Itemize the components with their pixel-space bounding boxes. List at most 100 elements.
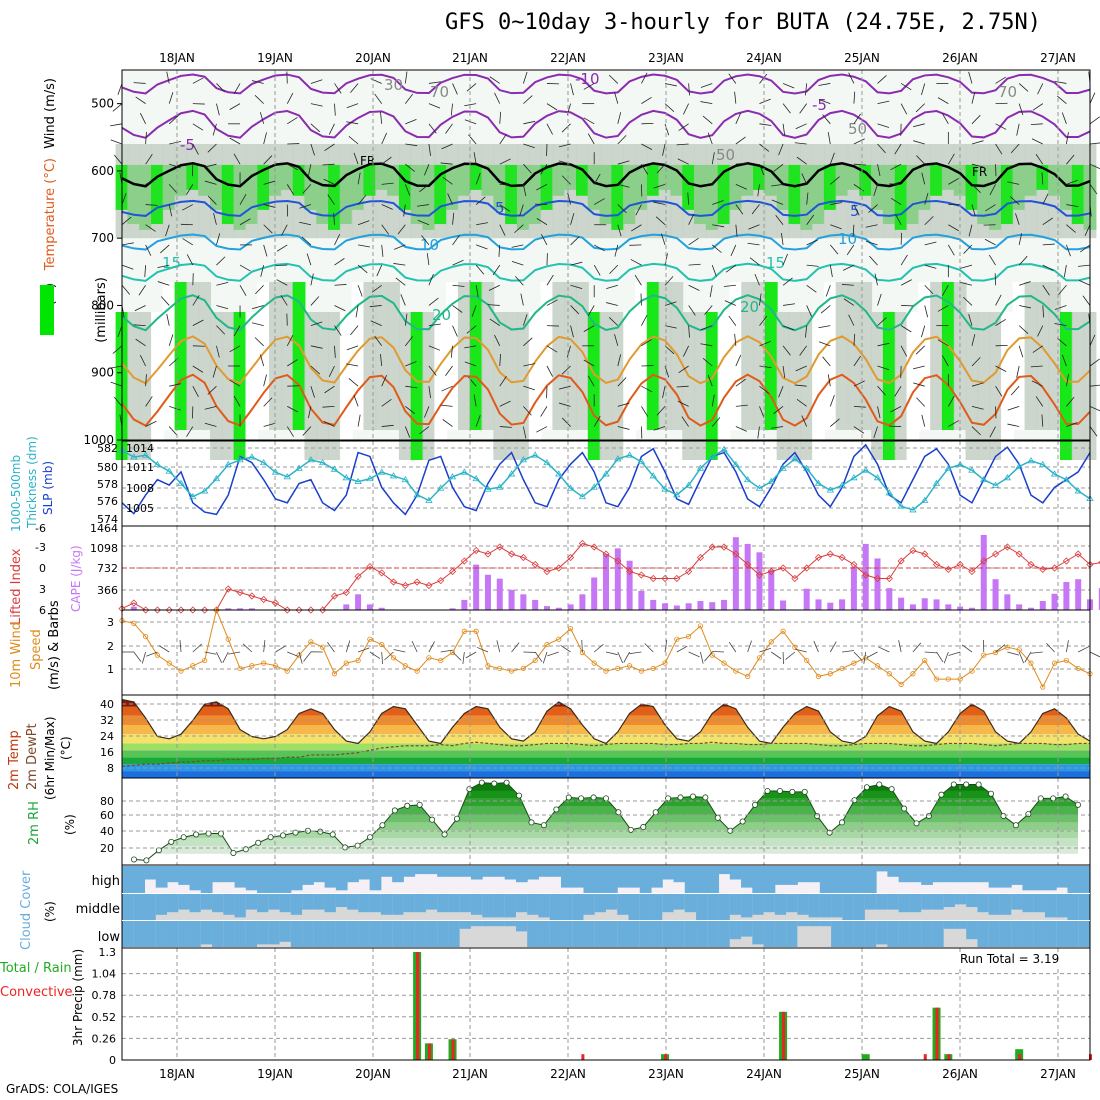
wind-barb — [254, 95, 264, 104]
wind-barb — [606, 302, 618, 306]
cloud-middle-cell — [268, 894, 281, 910]
li-marker — [649, 574, 657, 583]
wind-barb — [724, 300, 737, 306]
temp-contour-label: 10 — [420, 236, 439, 254]
wind-barb — [608, 74, 619, 84]
li-axis-label: Lifted Index — [9, 548, 24, 625]
rh-marker — [901, 805, 908, 812]
surface-wind-barb — [813, 640, 819, 653]
wind-barb — [441, 385, 453, 392]
precip-conv-bar — [923, 1054, 927, 1060]
wind-barb — [145, 396, 153, 407]
li-marker — [342, 588, 350, 597]
surface-wind-barb — [534, 651, 543, 663]
rh-band-upper — [162, 164, 176, 210]
cloud-low-cell — [200, 921, 213, 945]
wind-barb — [794, 384, 807, 387]
wind-barb — [229, 345, 241, 353]
temp-tick-label: 24 — [100, 730, 114, 743]
top-date-label: 24JAN — [746, 51, 782, 65]
cape-bar — [366, 604, 373, 610]
wind-barb — [346, 345, 359, 351]
wind-barb — [381, 156, 392, 165]
wind-barb — [476, 244, 488, 250]
wind-barb — [133, 82, 146, 84]
rh-marker — [453, 815, 460, 822]
wind-speed-marker — [178, 668, 184, 674]
cloud-middle-cell — [279, 894, 292, 913]
wind-barb — [254, 337, 264, 347]
wind-barb — [426, 253, 430, 266]
surface-wind-barb — [948, 651, 961, 656]
wind-barb — [134, 305, 146, 312]
rh-band-lower — [127, 312, 141, 460]
wind-barb — [614, 244, 619, 257]
wind-barb — [145, 244, 152, 256]
cloud-low-cell — [144, 921, 157, 947]
bottom-date-label: 19JAN — [257, 1067, 293, 1081]
wind-barb — [404, 71, 408, 84]
cloud-middle-cell — [606, 894, 618, 910]
cloud-low-cell — [268, 921, 281, 945]
cloud-low-cell — [504, 921, 517, 927]
rh-band-upper — [564, 164, 577, 190]
wind-barb — [259, 354, 265, 367]
wind-speed-marker — [969, 668, 975, 674]
wind-barb — [233, 83, 241, 95]
wind-barb — [168, 334, 174, 346]
wind-barb — [1054, 80, 1067, 84]
cloud-low-cell — [977, 921, 990, 947]
li-marker — [1027, 560, 1035, 569]
li-marker — [838, 553, 846, 562]
rh-band-lower — [280, 282, 294, 430]
surface-wind-barb — [1089, 651, 1100, 658]
wind-barb — [561, 123, 571, 133]
wind-barb — [635, 204, 642, 216]
pressure-tick-label: 800 — [91, 298, 114, 312]
wind-barb — [700, 343, 713, 347]
wind-barb — [735, 162, 748, 165]
li-marker — [531, 560, 539, 569]
rh-marker — [590, 794, 597, 801]
wind-barb — [877, 293, 882, 306]
wind-barb — [498, 244, 501, 257]
cloud-high-cell — [842, 866, 855, 893]
wind-speed-marker — [497, 665, 503, 672]
wind-barb — [778, 143, 784, 156]
wind-barb — [357, 195, 367, 205]
wind-barb — [404, 313, 408, 326]
wind-barb — [806, 264, 819, 267]
thickness-marker — [991, 481, 1000, 488]
wind-barb — [145, 420, 157, 427]
wind-speed-marker — [556, 636, 562, 642]
thickness-marker — [673, 491, 681, 498]
wind-barb — [499, 426, 512, 428]
rh-band-upper — [823, 164, 837, 210]
wind-barb — [207, 195, 217, 205]
cape-bar — [591, 577, 598, 610]
precip-total-bar — [861, 1054, 870, 1060]
wind-barb — [428, 143, 431, 156]
wind-barb — [735, 378, 746, 387]
precip-conv-bar — [427, 1043, 431, 1060]
surface-wind-barb — [943, 651, 949, 664]
cloud-high-cell — [133, 866, 146, 893]
surface-wind-barb — [146, 651, 158, 657]
thickness-marker — [342, 474, 350, 481]
li-marker — [661, 574, 669, 583]
wind-barb — [757, 426, 760, 439]
wind-barb — [664, 83, 677, 87]
wind-barb — [428, 386, 431, 399]
li-marker — [224, 585, 232, 593]
wind-barb — [464, 103, 477, 107]
wind-barb — [1018, 345, 1024, 358]
wind-barb — [492, 264, 501, 276]
thickness-marker — [177, 479, 185, 486]
rh-band-upper — [351, 164, 365, 210]
wind-barb — [310, 345, 323, 349]
wind-barb — [380, 354, 383, 367]
wind-barb — [1019, 281, 1031, 286]
cape-bar — [579, 594, 586, 610]
wind-barb — [393, 263, 406, 266]
